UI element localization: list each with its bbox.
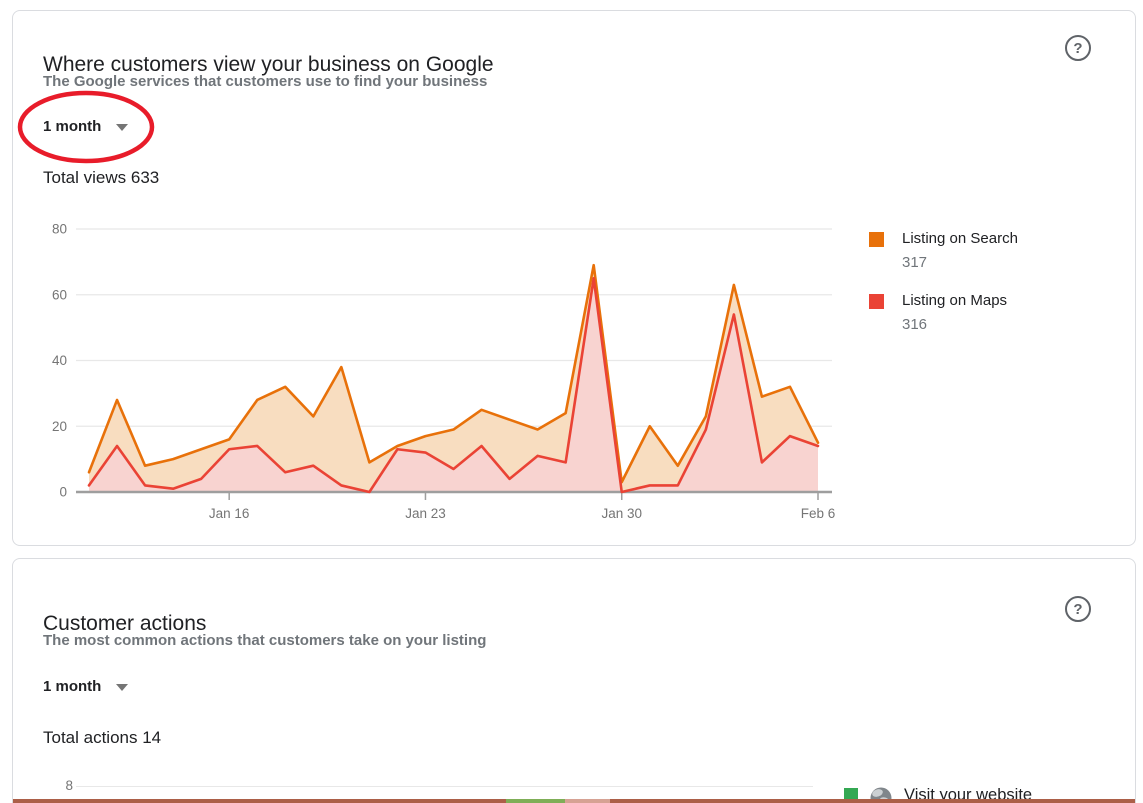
cutoff-strip-segment (610, 799, 1135, 803)
legend-label: Listing on Search (902, 230, 1018, 247)
period-selector[interactable]: 1 month (43, 678, 129, 695)
question-mark-icon: ? (1073, 39, 1083, 57)
series-line (87, 277, 820, 494)
x-tick-label: Feb 6 (801, 506, 836, 521)
actions-card-title: Customer actions (43, 612, 207, 636)
views-area-chart: 0 20 40 60 80 Jan 16 Jan 23 Jan 30 Feb 6 (52, 222, 836, 522)
period-selector-label: 1 month (43, 678, 102, 695)
legend-swatch (869, 294, 884, 309)
series-line (87, 263, 820, 484)
series-area (89, 265, 818, 492)
legend-label: Listing on Maps (902, 292, 1008, 309)
total-actions-text: Total actions 14 (43, 728, 162, 747)
x-tick-label: Jan 23 (405, 506, 446, 521)
cutoff-strip-segment (565, 799, 610, 803)
x-tick-label: Jan 30 (601, 506, 642, 521)
views-card-subtitle: The Google services that customers use t… (43, 73, 488, 90)
y-tick-label: 20 (52, 419, 67, 434)
question-mark-icon: ? (1073, 600, 1083, 618)
legend-label: Visit your website (904, 786, 1033, 803)
series-area (89, 278, 818, 492)
caret-down-icon (116, 124, 129, 131)
legend-item: Listing on Maps 316 (869, 292, 1119, 333)
cutoff-strip-segment (506, 799, 565, 803)
y-tick-label: 8 (65, 778, 73, 793)
y-tick-label: 0 (59, 485, 67, 500)
legend-value: 317 (902, 254, 928, 271)
views-card-title: Where customers view your business on Go… (43, 53, 494, 77)
period-selector-label: 1 month (43, 118, 102, 135)
y-tick-label: 80 (52, 222, 67, 237)
actions-card: Customer actions The most common actions… (12, 558, 1136, 803)
x-tick-label: Jan 16 (209, 506, 250, 521)
actions-card-subtitle: The most common actions that customers t… (43, 632, 487, 649)
y-tick-label: 60 (52, 287, 67, 302)
legend-item: Listing on Search 317 (869, 230, 1119, 271)
legend-value: 316 (902, 316, 928, 333)
cutoff-strip-segment (13, 799, 506, 803)
views-card: Where customers view your business on Go… (12, 10, 1136, 546)
total-views-text: Total views 633 (43, 168, 160, 187)
legend-swatch (869, 232, 884, 247)
period-selector[interactable]: 1 month (43, 118, 129, 135)
y-tick-label: 40 (52, 353, 67, 368)
gridline (76, 786, 813, 787)
legend-swatch (844, 788, 858, 802)
caret-down-icon (116, 684, 129, 691)
help-icon[interactable]: ? (1065, 35, 1091, 61)
views-chart-legend: Listing on Search 317 Listing on Maps 316 (869, 230, 1119, 354)
help-icon[interactable]: ? (1065, 596, 1091, 622)
